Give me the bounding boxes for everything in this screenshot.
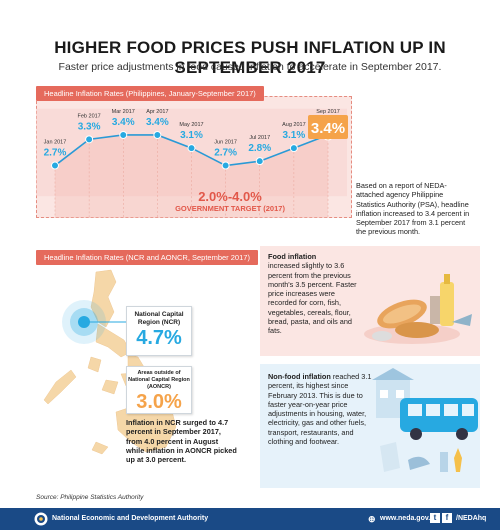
x-tick-label: Feb 2017: [78, 113, 101, 119]
oil-bottle-icon: [440, 282, 454, 326]
data-label: 3.1%: [282, 130, 305, 141]
nonfood-heading: Non-food inflation: [268, 372, 331, 381]
bread-loaf-icon: [395, 322, 439, 338]
nonfood-body: reached 3.1 percent, its highest since F…: [268, 372, 372, 447]
shoe-icon: [408, 456, 430, 470]
data-point: [289, 144, 298, 153]
x-tick-label: May 2017: [179, 122, 203, 128]
x-tick-label: Mar 2017: [112, 109, 135, 115]
shirt-icon: [380, 442, 400, 472]
x-tick-label: Jun 2017: [214, 140, 237, 146]
data-label: 3.4%: [112, 117, 135, 128]
x-tick-label: Apr 2017: [146, 109, 168, 115]
data-label: 2.8%: [248, 143, 271, 154]
x-tick-label: Sep 2017: [316, 109, 340, 115]
data-point: [51, 161, 59, 170]
food-text: Food inflation increased slightly to 3.6…: [268, 252, 360, 336]
x-tick-label: Aug 2017: [282, 122, 306, 128]
twitter-icon: t: [430, 513, 440, 523]
nonfood-illustration: [372, 368, 478, 472]
x-tick-label: Jul 2017: [249, 135, 270, 141]
aoncr-value: 3.0%: [136, 391, 182, 413]
data-point: [255, 157, 264, 166]
globe-icon: ⊕: [368, 514, 376, 524]
data-label: 2.7%: [214, 148, 237, 159]
target-range-label: GOVERNMENT TARGET (2017): [175, 204, 285, 213]
data-point: [119, 130, 128, 139]
line-chart-title: Headline Inflation Rates (Philippines, J…: [36, 86, 264, 101]
data-label: 3.4%: [311, 120, 345, 137]
ncr-value: 4.7%: [136, 327, 182, 349]
line-chart: Jan 2017 2.7% Feb 2017 3.3% Mar 2017 3.4% Apr …: [36, 108, 348, 218]
target-range-text: 2.0%-4.0%: [198, 189, 262, 204]
fish-icon: [452, 314, 472, 326]
food-body: increased slightly to 3.6 percent from t…: [268, 261, 357, 336]
data-point: [153, 130, 162, 139]
ncr-label: National Capital Region (NCR): [134, 311, 184, 326]
ncr-card: National Capital Region (NCR) 4.7%: [126, 306, 192, 356]
footer-bar: National Economic and Development Author…: [0, 508, 500, 530]
aoncr-label: Areas outside of National Capital Region…: [128, 370, 190, 390]
footer-org: National Economic and Development Author…: [52, 515, 209, 522]
data-label: 2.7%: [44, 148, 67, 159]
data-point: [221, 161, 230, 170]
facebook-icon: f: [442, 513, 452, 523]
gas-icon: [440, 452, 448, 472]
aoncr-card: Areas outside of National Capital Region…: [126, 366, 192, 414]
page-subtitle: Faster price adjustments in food caused …: [58, 61, 442, 73]
pasta-icon: [430, 296, 440, 324]
footer-web[interactable]: www.neda.gov.ph: [380, 515, 439, 522]
data-label: 3.1%: [180, 130, 203, 141]
data-point: [85, 135, 94, 144]
data-label: 3.3%: [78, 121, 101, 132]
ncr-note: Inflation in NCR surged to 4.7 percent i…: [126, 418, 237, 465]
data-label: 3.4%: [146, 117, 169, 128]
psa-note: Based on a report of NEDA-attached agenc…: [356, 181, 470, 237]
data-point: [187, 144, 196, 153]
source-note: Source: Philippine Statistics Authority: [36, 494, 144, 501]
chart-background: [36, 96, 352, 218]
region-section-title: Headline Inflation Rates (NCR and AONCR,…: [36, 250, 258, 265]
bulb-icon: [454, 448, 462, 472]
food-illustration: [364, 274, 472, 344]
page-title: HIGHER FOOD PRICES PUSH INFLATION UP IN …: [54, 38, 446, 77]
nonfood-text: Non-food inflation reached 3.1 percent, …: [268, 372, 372, 446]
neda-logo-icon: [34, 512, 48, 526]
food-heading: Food inflation: [268, 252, 317, 261]
highlight-label-box: [308, 114, 348, 139]
footer-social[interactable]: /NEDAhq: [456, 515, 487, 522]
x-tick-label: Jan 2017: [44, 140, 67, 146]
